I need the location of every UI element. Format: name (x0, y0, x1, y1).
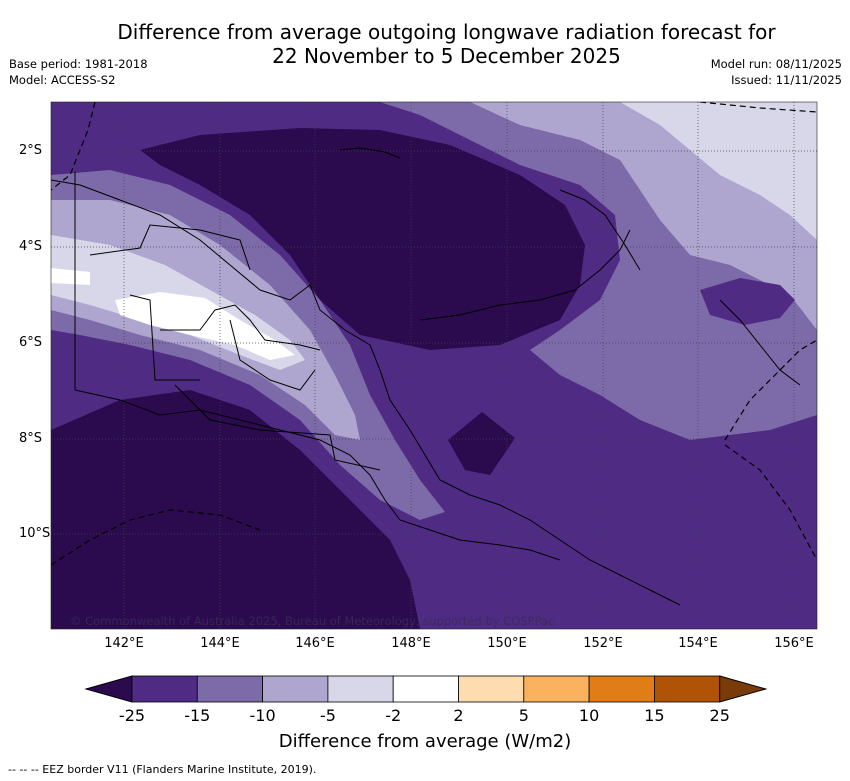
anomaly-core-north (140, 128, 585, 350)
anomaly-core-southwest (51, 390, 420, 629)
eez-footnote: -- -- -- EEZ border V11 (Flanders Marine… (8, 763, 317, 776)
coastline-new-guinea (51, 179, 681, 606)
colorbar-segment (327, 675, 394, 703)
colorbar (84, 675, 768, 703)
province-borders (89, 224, 381, 471)
model-name: Model: ACCESS-S2 (9, 73, 116, 87)
lat-label: 6°S (19, 335, 43, 350)
lon-label: 148°E (391, 636, 431, 651)
lat-label: 10°S (19, 526, 51, 541)
meta-left: Base period: 1981-2018 Model: ACCESS-S2 (9, 56, 148, 88)
colorbar-extend-high (719, 675, 768, 703)
coastline-manus (339, 147, 401, 159)
coastline-new-britain (419, 229, 631, 321)
colorbar-segment (458, 675, 525, 703)
colorbar-segment (262, 675, 329, 703)
colorbar-segment (588, 675, 655, 703)
coastlines (51, 147, 801, 606)
model-run: Model run: 08/11/2025 (710, 57, 842, 71)
colorbar-tick-label: 5 (518, 706, 529, 725)
colorbar-tick-label: 25 (709, 706, 730, 725)
colorbar-tick-label: 2 (453, 706, 464, 725)
olr-anomaly-field (51, 102, 817, 629)
map-frame (50, 101, 818, 630)
lon-label: 156°E (774, 636, 814, 651)
graticule (51, 102, 817, 629)
coastline-south (74, 389, 561, 561)
anomaly-band-neutral-west (51, 268, 90, 285)
meta-right: Model run: 08/11/2025 Issued: 11/11/2025 (711, 56, 842, 88)
coastline-bougainville (719, 299, 801, 386)
colorbar-tick-label: -25 (118, 706, 146, 725)
colorbar-extend-low (84, 675, 133, 703)
colorbar-title: Difference from average (W/m2) (278, 731, 572, 752)
base-period: Base period: 1981-2018 (9, 57, 148, 71)
lat-label: 8°S (19, 431, 43, 446)
colorbar-tick-label: -10 (249, 706, 276, 725)
colorbar-segment (131, 675, 198, 703)
anomaly-band-northeast (620, 102, 817, 240)
lat-label: 2°S (19, 143, 43, 158)
colorbar-tick-label: -15 (184, 706, 211, 725)
lon-label: 146°E (295, 636, 335, 651)
lon-label: 144°E (200, 636, 240, 651)
eez-borders (51, 102, 817, 566)
colorbar-segment (654, 675, 721, 703)
title-line-2: 22 November to 5 December 2025 (272, 44, 621, 68)
colorbar-tick-label: -2 (385, 706, 402, 725)
anomaly-core-small (448, 412, 515, 475)
colorbar-tick-label: -5 (319, 706, 336, 725)
colorbar-tick-label: 15 (644, 706, 665, 725)
coastline-new-ireland (559, 189, 641, 271)
colorbar-segment (523, 675, 590, 703)
lon-label: 150°E (487, 636, 527, 651)
colorbar-segment (392, 675, 459, 703)
colorbar-tick-label: 10 (578, 706, 600, 725)
lon-label: 152°E (583, 636, 623, 651)
colorbar-segment (196, 675, 264, 703)
anomaly-pocket-east (700, 278, 795, 325)
map-title: Difference from average outgoing longwav… (0, 20, 850, 68)
issued-date: Issued: 11/11/2025 (731, 73, 842, 87)
title-line-1: Difference from average outgoing longwav… (117, 20, 776, 44)
lon-label: 154°E (678, 636, 718, 651)
copyright-notice: © Commonwealth of Australia 2025, Bureau… (70, 614, 555, 628)
lat-label: 4°S (19, 239, 43, 254)
lon-label: 142°E (104, 636, 144, 651)
